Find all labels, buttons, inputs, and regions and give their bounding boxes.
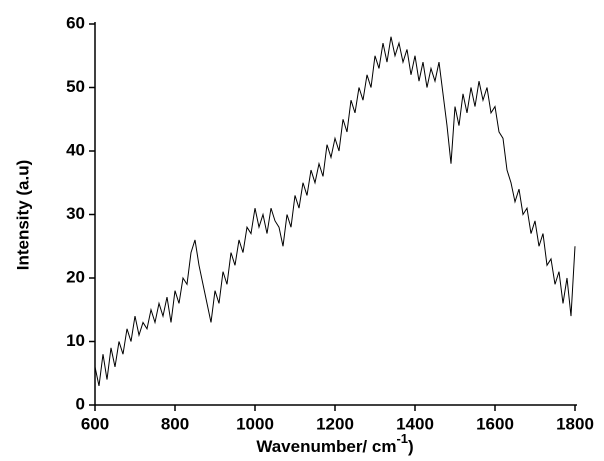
x-axis-label-main: Wavenumber/ cm [256, 437, 396, 456]
y-tick-label: 50 [66, 77, 85, 96]
y-tick-label: 0 [76, 394, 85, 413]
x-tick-label: 1200 [316, 414, 354, 433]
y-tick-label: 60 [66, 13, 85, 32]
x-tick-label: 1000 [236, 414, 274, 433]
x-tick-label: 800 [161, 414, 189, 433]
y-axis-label: Intensity (a.u) [13, 160, 32, 271]
y-tick-label: 10 [66, 331, 85, 350]
x-axis-label: Wavenumber/ cm-1) [256, 431, 413, 456]
y-tick-label: 20 [66, 267, 85, 286]
x-axis-label-superscript: -1 [396, 431, 408, 446]
y-tick-label: 30 [66, 204, 85, 223]
y-tick-label: 40 [66, 140, 85, 159]
x-axis-label-end: ) [408, 437, 414, 456]
x-tick-label: 1400 [396, 414, 434, 433]
spectrum-line [94, 36, 576, 387]
x-tick-label: 1600 [476, 414, 514, 433]
x-tick-label: 1800 [556, 414, 594, 433]
x-tick-label: 600 [81, 414, 109, 433]
